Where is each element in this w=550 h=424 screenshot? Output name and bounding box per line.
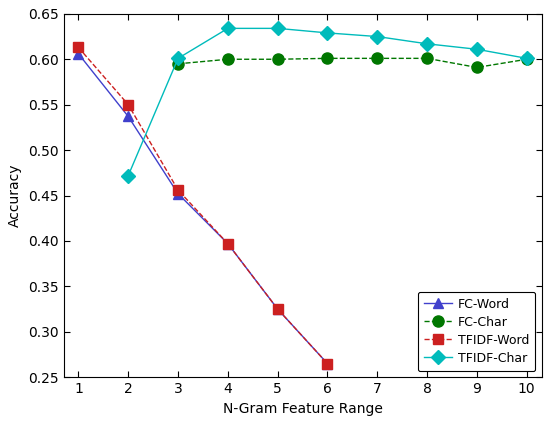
FC-Char bbox=[474, 65, 480, 70]
TFIDF-Char bbox=[424, 41, 431, 46]
FC-Char bbox=[274, 57, 281, 62]
FC-Char bbox=[524, 57, 530, 62]
FC-Char bbox=[324, 56, 331, 61]
TFIDF-Word bbox=[125, 102, 131, 107]
TFIDF-Char bbox=[274, 26, 281, 31]
FC-Char bbox=[374, 56, 381, 61]
FC-Word bbox=[224, 241, 231, 246]
X-axis label: N-Gram Feature Range: N-Gram Feature Range bbox=[223, 402, 382, 416]
Legend: FC-Word, FC-Char, TFIDF-Word, TFIDF-Char: FC-Word, FC-Char, TFIDF-Word, TFIDF-Char bbox=[418, 292, 535, 371]
TFIDF-Word bbox=[175, 187, 182, 192]
TFIDF-Word bbox=[274, 307, 281, 312]
FC-Word bbox=[75, 51, 82, 56]
Line: FC-Word: FC-Word bbox=[74, 49, 332, 368]
FC-Word bbox=[125, 114, 131, 119]
TFIDF-Char bbox=[125, 173, 131, 178]
TFIDF-Char bbox=[224, 26, 231, 31]
FC-Word bbox=[274, 307, 281, 312]
TFIDF-Word bbox=[324, 361, 331, 366]
Y-axis label: Accuracy: Accuracy bbox=[8, 164, 23, 227]
TFIDF-Char bbox=[175, 56, 182, 61]
Line: TFIDF-Char: TFIDF-Char bbox=[123, 23, 532, 181]
TFIDF-Char bbox=[474, 47, 480, 52]
TFIDF-Char bbox=[524, 56, 530, 61]
TFIDF-Word bbox=[224, 241, 231, 246]
FC-Char bbox=[224, 57, 231, 62]
TFIDF-Char bbox=[324, 31, 331, 36]
TFIDF-Char bbox=[374, 34, 381, 39]
Line: TFIDF-Word: TFIDF-Word bbox=[74, 42, 332, 368]
FC-Char bbox=[175, 61, 182, 66]
FC-Word bbox=[324, 361, 331, 366]
Line: FC-Char: FC-Char bbox=[173, 53, 532, 73]
TFIDF-Word bbox=[75, 45, 82, 50]
FC-Word bbox=[175, 191, 182, 196]
FC-Char bbox=[424, 56, 431, 61]
